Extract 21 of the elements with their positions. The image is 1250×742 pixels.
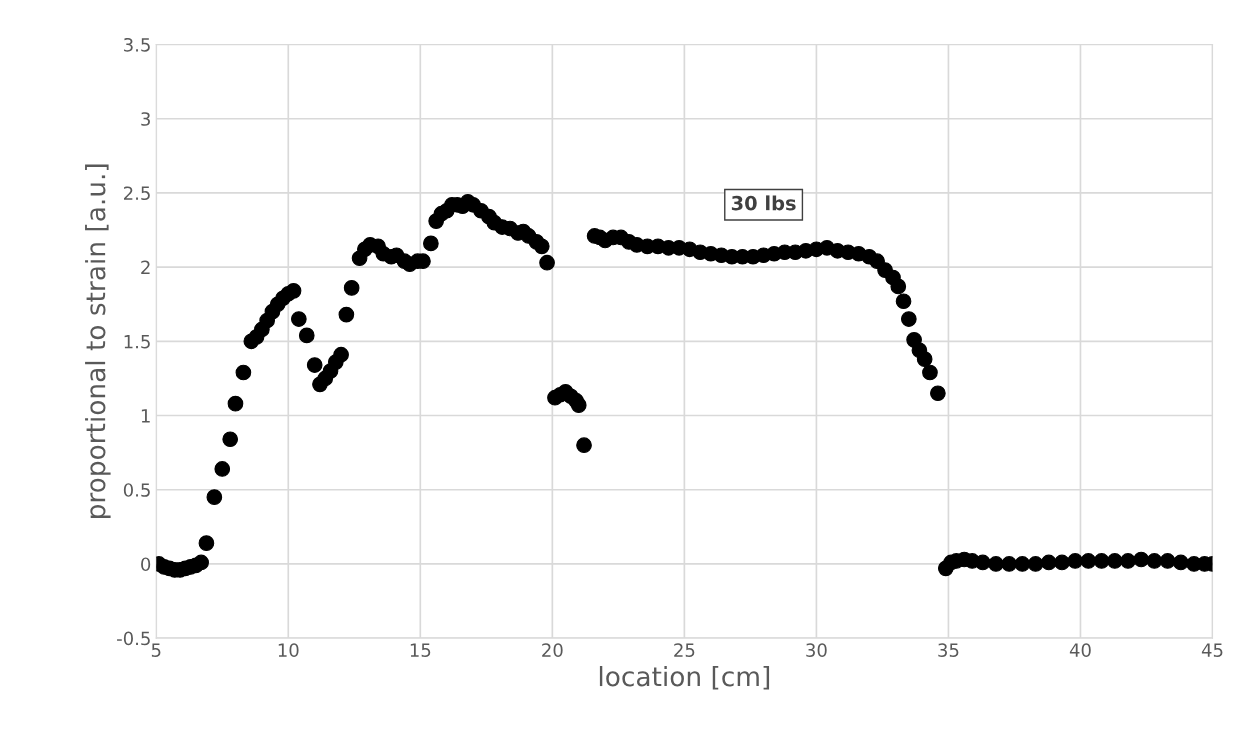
- annotation: 30 lbs: [731, 195, 796, 211]
- y-tick-label: 0: [141, 557, 151, 572]
- y-tick-label: 0.5: [123, 483, 150, 497]
- x-tick-label: 20: [542, 643, 563, 657]
- x-tick-label: 5: [151, 643, 161, 657]
- y-tick-label: 1: [141, 409, 150, 423]
- x-tick-label: 25: [674, 643, 695, 657]
- y-tick-label: 3.5: [124, 37, 150, 52]
- y-tick-label: 3: [141, 112, 150, 126]
- y-tick-label: -0.5: [117, 631, 150, 646]
- y-tick-label: 2: [141, 260, 150, 274]
- x-tick-label: 40: [1069, 643, 1091, 657]
- x-tick-label: 45: [1201, 643, 1223, 657]
- x-tick-label: 10: [278, 643, 299, 657]
- y-tick-label: 1.5: [124, 335, 150, 349]
- x-axis-title: location [cm]: [599, 666, 770, 690]
- x-tick-label: 30: [806, 643, 827, 657]
- x-tick-label: 15: [410, 643, 431, 657]
- y-tick-label: 2.5: [124, 186, 150, 201]
- y-axis-title: proportional to strain [a.u.]: [85, 164, 111, 518]
- x-tick-label: 35: [938, 643, 959, 657]
